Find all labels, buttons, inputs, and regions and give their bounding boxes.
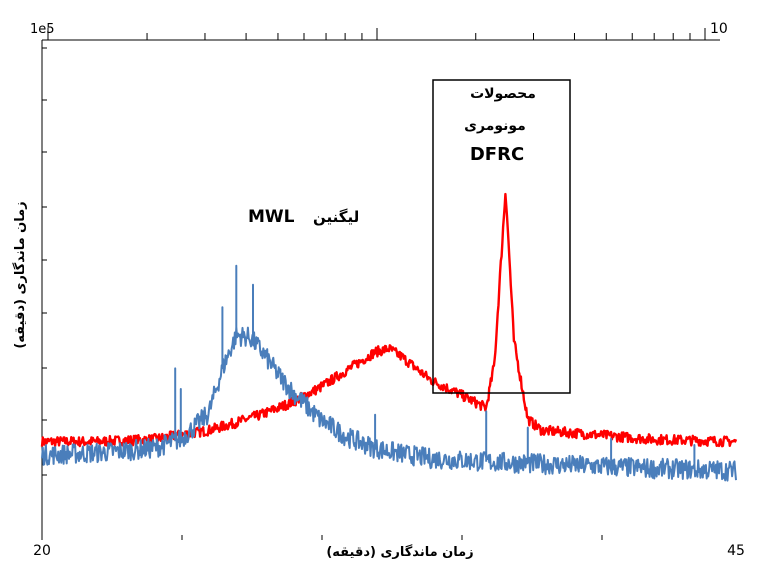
left-axis-ticks [42, 47, 47, 476]
dfrc-annotation-box [432, 79, 571, 394]
y-axis-title: زمان ماندگاری (دقیقه) [12, 201, 28, 348]
top-axis-ticks [47, 28, 706, 40]
annotation-dfrc-line3: DFRC [470, 144, 524, 165]
annotation-dfrc-line2: مونومری [464, 118, 526, 134]
annotation-mwl: MWL [248, 207, 295, 227]
bottom-axis-ticks [41, 535, 603, 540]
series-line-red [40, 192, 738, 448]
top-axis-label-left: 1e5 [30, 22, 55, 37]
top-axis-label-right: 10 [710, 21, 728, 37]
x-tick-label-max: 45 [727, 543, 745, 559]
x-tick-label-min: 20 [33, 543, 51, 559]
annotation-lignin: لیگنین [313, 208, 359, 226]
annotation-dfrc-line1: محصولات [470, 86, 536, 102]
series-line-blue [41, 264, 737, 482]
x-axis-title: زمان ماندگاری (دقیقه) [326, 544, 473, 560]
